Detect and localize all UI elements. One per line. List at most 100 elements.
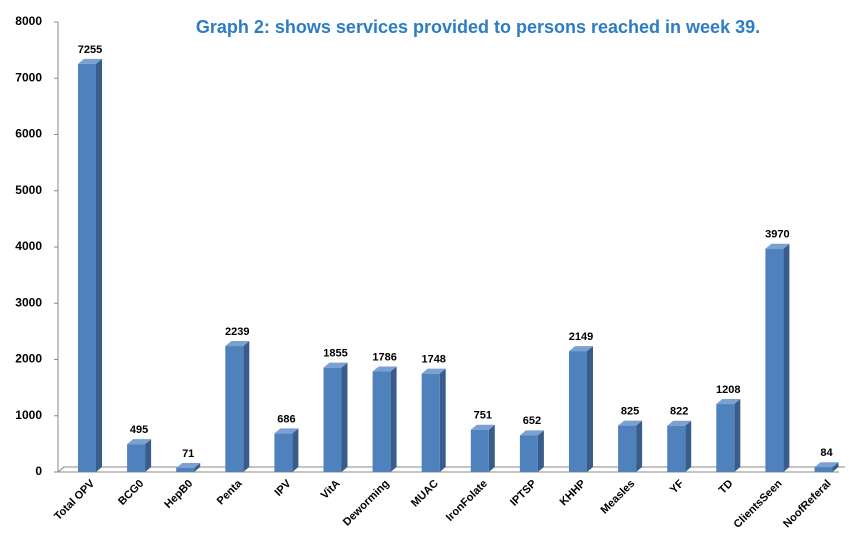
value-label: 84: [820, 447, 833, 459]
bar-side: [145, 439, 152, 472]
value-label: 825: [621, 406, 639, 418]
x-tick-label: Total OPV: [52, 477, 98, 523]
bar: [225, 341, 250, 472]
x-tick-label: Measles: [599, 478, 638, 517]
bar-side: [292, 428, 299, 472]
value-label: 751: [474, 410, 492, 422]
x-tick-label: ClientsSeen: [732, 477, 785, 530]
bar-side: [783, 243, 790, 472]
bar-front: [274, 433, 293, 472]
bar-front: [421, 373, 440, 472]
bar: [323, 362, 348, 472]
bar: [519, 430, 544, 472]
bar-top: [470, 424, 495, 430]
y-tick-label: 4000: [15, 239, 42, 253]
bar-side: [96, 58, 102, 472]
x-tick-label: VitA: [319, 478, 343, 502]
bar-top: [176, 463, 201, 469]
value-label: 3970: [765, 229, 789, 241]
x-tick-label: KHHP: [558, 478, 589, 509]
bar: [765, 243, 790, 472]
bar-side: [341, 362, 348, 472]
bar-side: [636, 420, 643, 472]
bar-top: [519, 430, 544, 436]
bar: [667, 420, 692, 472]
bar-top: [569, 346, 593, 352]
bar-top: [78, 58, 102, 64]
bar: [814, 462, 839, 472]
bar-front: [618, 425, 637, 472]
bar-front: [667, 425, 686, 472]
value-label: 686: [277, 413, 295, 425]
bar-top: [814, 462, 839, 468]
y-tick-label: 2000: [15, 352, 42, 366]
x-tick-label: BCG0: [116, 478, 146, 508]
y-tick-label: 8000: [15, 14, 42, 28]
bar-front: [127, 444, 146, 472]
bar-side: [390, 366, 397, 472]
bar-side: [587, 346, 593, 472]
x-tick-label: MUAC: [409, 478, 441, 510]
bar: [176, 463, 201, 472]
bar: [716, 399, 741, 472]
bar-side: [439, 368, 446, 472]
bar-front: [470, 429, 489, 472]
bar: [372, 366, 397, 472]
x-tick-label: TD: [717, 478, 736, 497]
bar-top: [716, 399, 741, 405]
bar-side: [832, 462, 839, 472]
value-label: 495: [130, 424, 148, 436]
bar-top: [225, 341, 250, 347]
bar-front: [372, 371, 391, 472]
y-tick-label: 1000: [15, 408, 42, 422]
bar-top: [421, 368, 446, 374]
x-tick-label: YF: [668, 477, 687, 496]
bar-front: [716, 404, 735, 472]
bar-top: [765, 243, 790, 249]
bar: [127, 439, 152, 472]
bar-front: [765, 248, 784, 472]
x-tick-label: NoofReferal: [781, 478, 834, 531]
x-tick-label: IronFolate: [444, 478, 490, 524]
bar: [274, 428, 299, 472]
value-label: 7255: [78, 44, 102, 56]
bar-side: [488, 424, 495, 472]
x-tick-label: IPTSP: [508, 478, 539, 509]
bar-front: [814, 467, 833, 472]
value-label: 71: [182, 448, 194, 460]
value-label: 1786: [372, 351, 396, 363]
bar-front: [519, 435, 538, 472]
value-label: 2239: [225, 326, 249, 338]
bar: [78, 58, 102, 472]
bar-top: [372, 366, 397, 372]
bar-top: [127, 439, 152, 445]
value-label: 2149: [569, 331, 593, 343]
x-tick-label: Penta: [215, 477, 245, 507]
bar-front: [225, 346, 244, 472]
bar: [618, 420, 643, 472]
value-label: 652: [523, 415, 541, 427]
bar-side: [243, 341, 250, 472]
x-tick-label: IPV: [273, 477, 294, 498]
value-label: 1208: [716, 384, 740, 396]
value-label: 822: [670, 406, 688, 418]
value-label: 1748: [421, 354, 445, 366]
bar-side: [537, 430, 544, 472]
bar-front: [569, 351, 587, 472]
bar-top: [323, 362, 348, 368]
bar: [421, 368, 446, 472]
y-tick-label: 3000: [15, 295, 42, 309]
y-tick-label: 7000: [15, 70, 42, 84]
y-tick-label: 5000: [15, 183, 42, 197]
value-label: 1855: [323, 348, 347, 360]
bar-top: [618, 420, 643, 426]
bar-side: [685, 420, 692, 472]
bar-side: [734, 399, 741, 472]
y-tick-label: 6000: [15, 127, 42, 141]
bar-side: [194, 463, 201, 472]
bar-top: [667, 420, 692, 426]
bar: [470, 424, 495, 472]
bar-front: [323, 367, 342, 472]
y-tick-label: 0: [35, 464, 42, 478]
